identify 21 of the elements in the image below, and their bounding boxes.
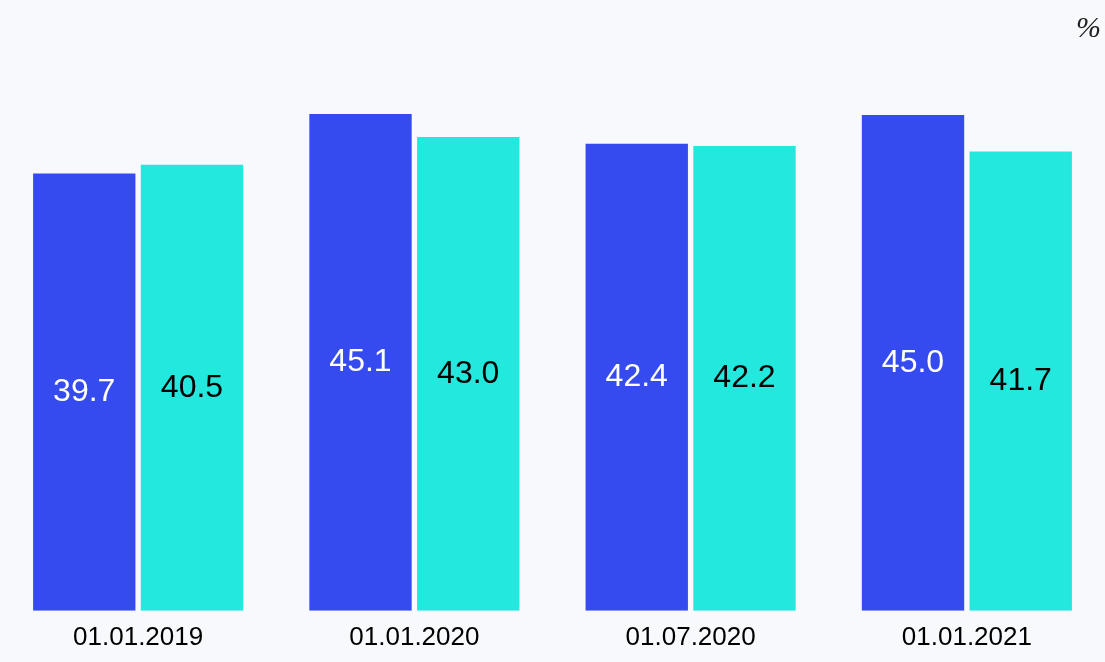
data-label: 41.7 xyxy=(989,360,1052,397)
bar xyxy=(861,115,965,611)
x-tick-label: 01.01.2021 xyxy=(901,620,1032,651)
data-label: 42.4 xyxy=(605,357,668,394)
data-label: 45.1 xyxy=(329,342,392,379)
bar xyxy=(969,151,1072,611)
bar xyxy=(693,145,796,611)
x-tick-label: 01.01.2019 xyxy=(73,620,204,651)
data-label: 40.5 xyxy=(160,367,224,404)
x-tick-label: 01.07.2020 xyxy=(625,620,756,651)
bar xyxy=(140,164,244,611)
data-label: 45.0 xyxy=(881,342,945,379)
bar xyxy=(33,173,136,611)
data-label: 42.2 xyxy=(713,358,776,395)
data-label: 43.0 xyxy=(437,353,500,390)
bar xyxy=(309,113,412,611)
x-tick-label: 01.01.2020 xyxy=(349,620,480,651)
data-label: 39.7 xyxy=(53,371,116,408)
y-axis-title: % xyxy=(1076,10,1101,44)
bar xyxy=(417,137,520,611)
bar xyxy=(585,143,688,611)
